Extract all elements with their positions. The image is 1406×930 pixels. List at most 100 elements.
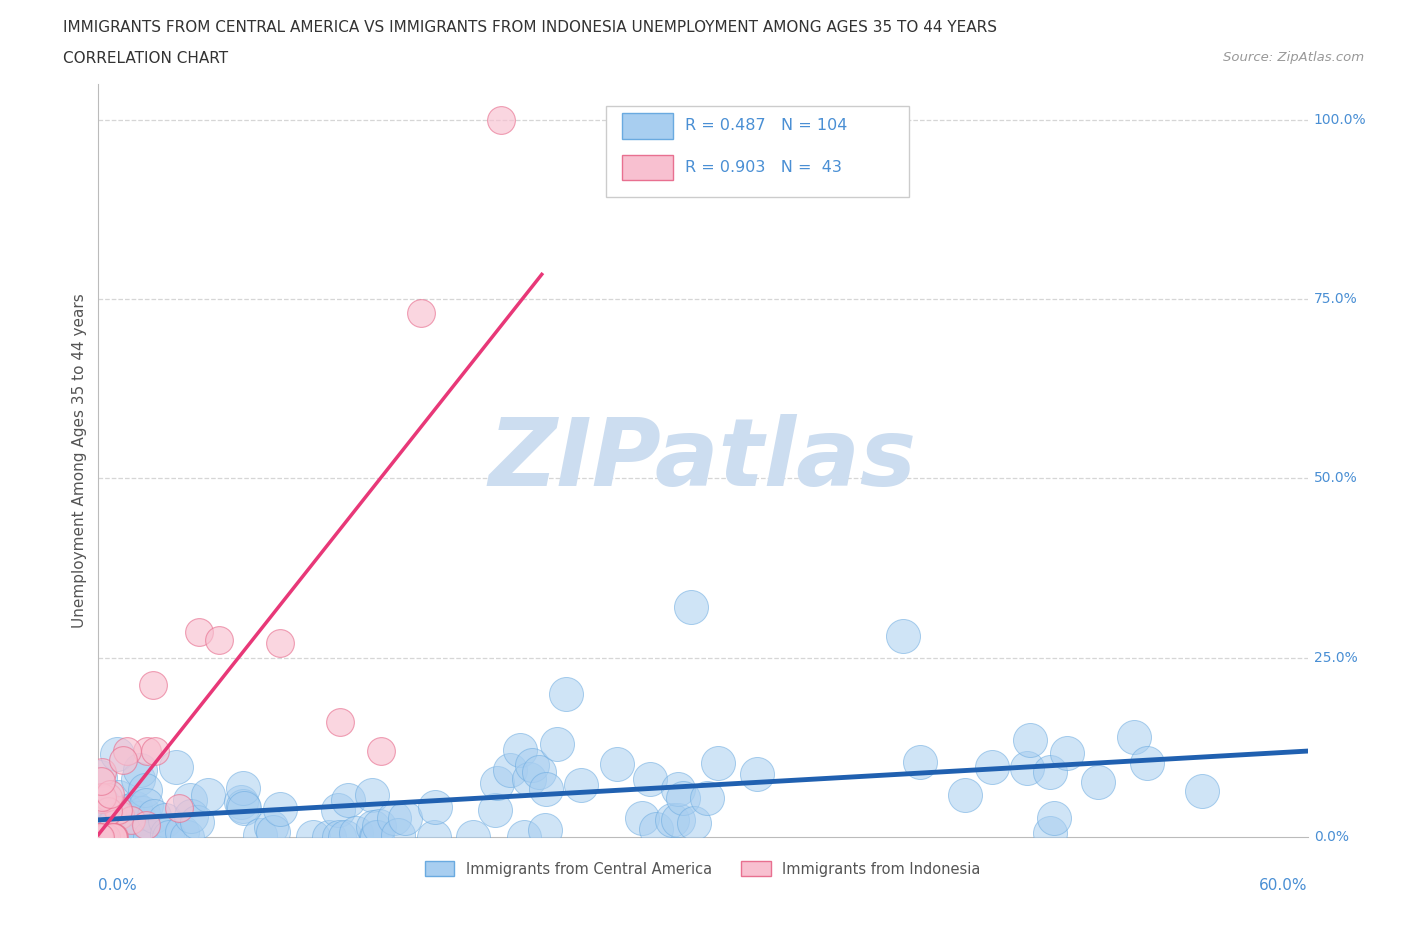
Point [94,830,117,844]
Point [129,830,152,844]
Text: 75.0%: 75.0% [1313,292,1357,306]
Point [517,772,540,787]
Point [108,827,131,842]
Point [533,823,555,838]
Point [513,830,536,844]
Point [1039,765,1062,780]
Point [394,810,416,825]
Point [115,830,138,844]
Text: 50.0%: 50.0% [1313,472,1357,485]
Point [96,817,118,832]
Point [115,743,138,758]
Point [90,830,112,844]
FancyBboxPatch shape [621,113,672,139]
Text: 60.0%: 60.0% [1260,879,1308,894]
Point [91,796,114,811]
Point [156,827,179,842]
Point [115,804,138,819]
Point [302,830,325,844]
Point [696,790,718,805]
Text: ZIPatlas: ZIPatlas [489,415,917,506]
Point [91,764,114,779]
Text: 25.0%: 25.0% [1313,651,1357,665]
Point [335,830,357,844]
Point [139,830,162,844]
Point [176,830,198,844]
Point [101,830,124,844]
Point [1191,784,1213,799]
Point [638,771,661,786]
Point [143,743,166,758]
Point [491,113,513,127]
FancyBboxPatch shape [606,106,908,197]
Point [645,821,668,836]
Point [484,803,506,817]
Point [682,816,704,830]
Point [135,797,157,812]
Point [1015,761,1038,776]
Point [555,686,578,701]
Point [124,801,146,816]
Point [135,817,157,832]
Point [269,802,291,817]
Point [891,629,914,644]
Text: R = 0.487   N = 104: R = 0.487 N = 104 [685,118,848,133]
Point [91,796,114,811]
Point [103,830,125,844]
Point [980,760,1002,775]
Point [955,788,977,803]
Point [128,763,150,777]
Point [382,810,405,825]
Text: Source: ZipAtlas.com: Source: ZipAtlas.com [1223,51,1364,64]
Point [96,790,118,804]
Text: 0.0%: 0.0% [98,879,138,894]
Point [229,795,252,810]
Point [707,756,730,771]
Point [328,830,350,844]
Point [129,824,152,839]
Point [157,830,180,844]
Point [112,753,135,768]
Point [569,777,592,792]
Point [90,791,112,806]
Point [98,787,121,802]
Point [122,830,145,844]
Point [326,803,349,817]
Point [87,830,110,844]
Point [387,827,409,842]
Point [172,825,194,840]
Point [262,824,284,839]
Point [499,763,522,777]
Point [1056,745,1078,760]
Point [186,815,208,830]
Point [136,743,159,758]
Point [132,805,155,820]
Point [93,830,115,844]
Point [1136,755,1159,770]
Point [509,743,531,758]
Point [89,830,111,844]
Point [127,771,149,786]
Point [167,801,190,816]
Point [103,830,125,844]
Point [117,804,139,818]
Point [101,830,124,844]
Text: 0.0%: 0.0% [1313,830,1348,844]
Point [329,715,352,730]
Point [631,811,654,826]
Point [423,830,446,844]
Point [91,790,114,804]
Point [91,800,114,815]
Point [666,782,689,797]
Point [128,810,150,825]
Point [107,790,129,804]
Point [423,800,446,815]
Point [661,813,683,828]
Point [368,818,391,833]
Point [232,801,254,816]
Point [232,799,254,814]
Point [197,788,219,803]
Point [90,830,112,844]
Point [1087,774,1109,789]
Point [269,635,291,650]
